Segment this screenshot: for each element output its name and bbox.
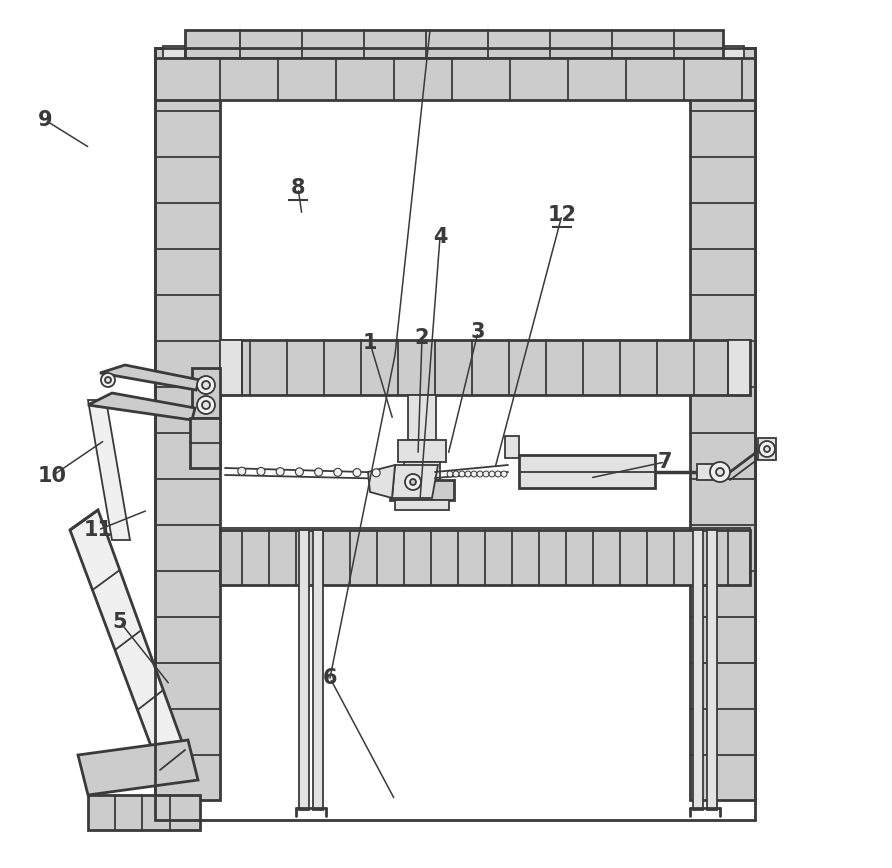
Bar (398, 440, 446, 462)
Bar (707, 530, 717, 810)
Bar (722, 46, 744, 72)
Circle shape (471, 471, 477, 477)
Bar (185, 30, 723, 58)
Bar (299, 530, 309, 810)
Circle shape (716, 468, 724, 476)
Text: 6: 6 (323, 668, 337, 688)
Circle shape (495, 471, 501, 477)
Circle shape (315, 468, 323, 477)
Bar (163, 46, 185, 72)
Circle shape (410, 479, 416, 485)
Bar (404, 462, 440, 480)
Text: 8: 8 (291, 178, 305, 198)
Circle shape (447, 471, 453, 477)
Bar (155, 58, 755, 100)
Circle shape (489, 471, 495, 477)
Circle shape (483, 471, 489, 477)
Circle shape (764, 446, 770, 452)
Circle shape (353, 469, 361, 477)
Polygon shape (78, 740, 198, 795)
Polygon shape (368, 465, 395, 498)
Text: 2: 2 (415, 328, 429, 348)
Bar (220, 340, 750, 395)
Bar (390, 480, 454, 500)
Bar (155, 48, 755, 820)
Bar (519, 455, 655, 488)
Circle shape (197, 376, 215, 394)
Text: 4: 4 (433, 227, 447, 247)
Circle shape (710, 462, 730, 482)
Circle shape (465, 471, 471, 477)
Text: 7: 7 (657, 452, 673, 472)
Text: 9: 9 (37, 110, 53, 130)
Circle shape (238, 467, 246, 475)
Circle shape (202, 381, 210, 389)
Bar (697, 464, 719, 480)
Polygon shape (100, 365, 200, 390)
Bar (505, 436, 519, 458)
Circle shape (334, 469, 342, 477)
Bar (220, 530, 750, 585)
Bar (187, 46, 209, 72)
Circle shape (459, 471, 465, 477)
Bar (693, 530, 703, 810)
Bar (88, 795, 200, 830)
Circle shape (101, 373, 115, 387)
Circle shape (405, 474, 421, 490)
Polygon shape (392, 465, 438, 498)
Bar (313, 530, 323, 810)
Polygon shape (70, 510, 185, 770)
Bar (698, 46, 720, 72)
Circle shape (453, 471, 459, 477)
Bar (758, 438, 776, 460)
Circle shape (277, 468, 285, 476)
Circle shape (257, 468, 265, 476)
Bar (220, 340, 242, 395)
Circle shape (197, 396, 215, 414)
Bar (155, 48, 220, 800)
Polygon shape (88, 393, 195, 420)
Text: 12: 12 (548, 205, 576, 225)
Polygon shape (192, 368, 220, 418)
Circle shape (372, 469, 380, 477)
Bar (690, 48, 755, 800)
Bar (408, 395, 436, 440)
Text: 5: 5 (112, 612, 128, 632)
Bar (395, 500, 449, 510)
Circle shape (477, 471, 483, 477)
Circle shape (759, 441, 775, 457)
Circle shape (295, 468, 303, 476)
Polygon shape (88, 400, 130, 540)
Bar (728, 340, 750, 395)
Text: 1: 1 (363, 333, 377, 353)
Circle shape (105, 377, 111, 383)
Circle shape (501, 471, 507, 477)
Text: 10: 10 (37, 466, 67, 486)
Text: 3: 3 (471, 322, 485, 342)
Circle shape (202, 401, 210, 409)
Text: 11: 11 (84, 520, 112, 540)
Polygon shape (190, 418, 220, 468)
